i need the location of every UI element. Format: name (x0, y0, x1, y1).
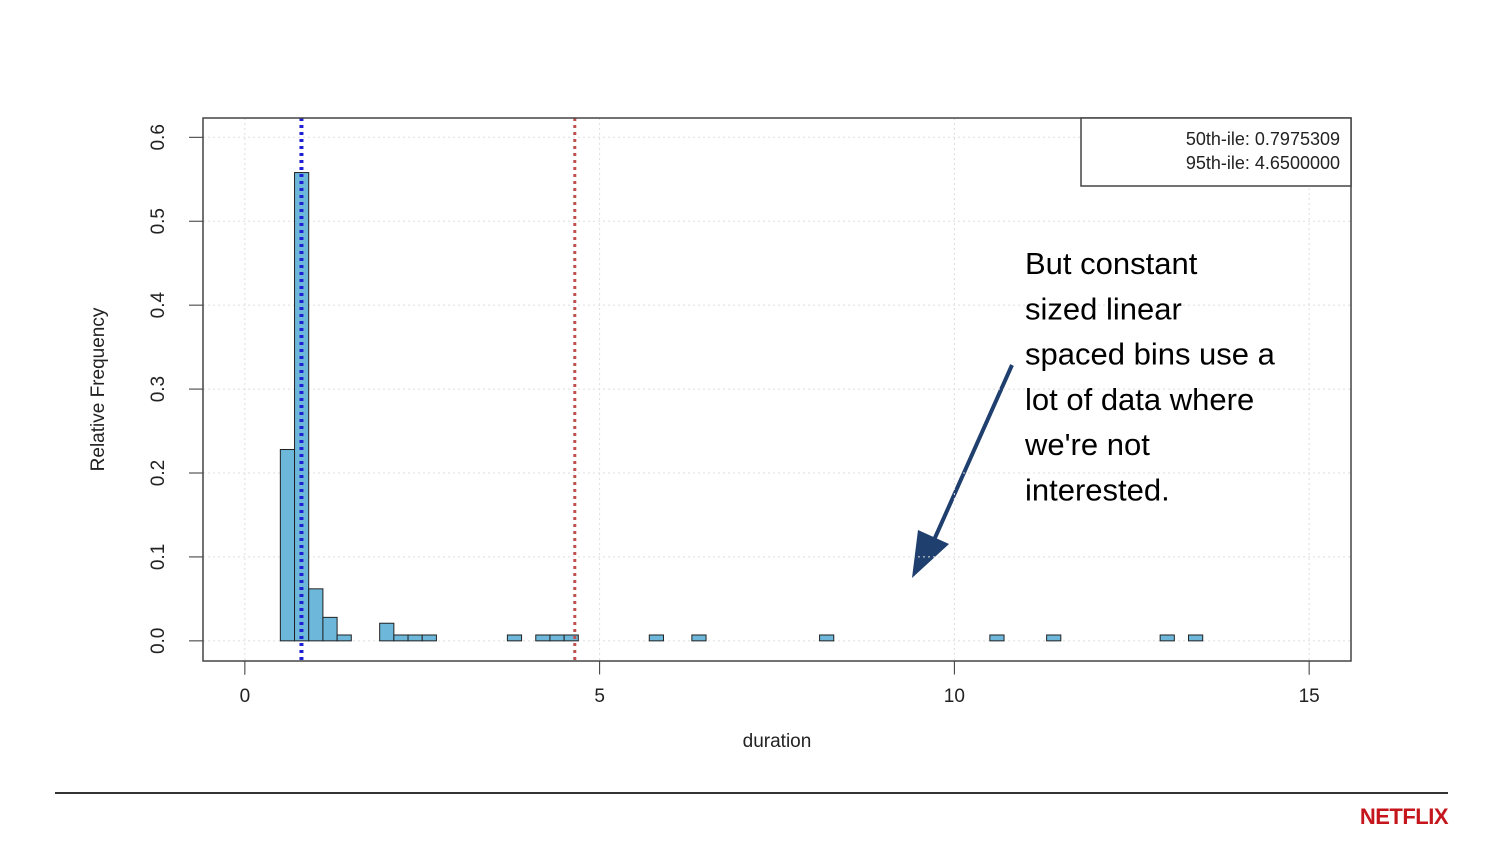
bar (1188, 634, 1204, 642)
annotation-line: lot of data where (1025, 382, 1254, 417)
y-axis-title: Relative Frequency (88, 307, 109, 471)
legend-entry: 95th-ile: 4.6500000 (1186, 153, 1340, 173)
x-tick-label: 5 (594, 686, 605, 707)
bar (549, 634, 565, 642)
bar (379, 622, 395, 642)
bar (648, 634, 664, 642)
bar (279, 449, 296, 642)
x-tick-label: 0 (240, 686, 251, 707)
bar (407, 634, 423, 642)
bar (989, 634, 1005, 642)
x-tick-label: 15 (1299, 686, 1320, 707)
y-tick-label: 0.4 (148, 292, 169, 319)
annotation-line: spaced bins use a (1025, 337, 1276, 372)
bar (819, 634, 835, 642)
annotation-line: But constant (1025, 246, 1198, 281)
annotation-line: interested. (1025, 473, 1170, 508)
y-tick-label: 0.6 (148, 124, 169, 150)
bar (308, 588, 324, 642)
bar (691, 634, 707, 642)
x-tick-label: 10 (944, 686, 965, 707)
bar (1046, 634, 1062, 642)
logo: NETFLIX (1360, 804, 1449, 829)
legend-entry: 50th-ile: 0.7975309 (1186, 129, 1340, 149)
y-tick-label: 0.1 (148, 544, 169, 570)
x-axis-title: duration (743, 731, 812, 752)
y-tick-label: 0.3 (148, 376, 169, 402)
y-tick-label: 0.2 (148, 460, 169, 486)
bar (1159, 634, 1175, 642)
y-tick-label: 0.5 (148, 208, 169, 234)
annotation-line: sized linear (1025, 291, 1182, 326)
bar (393, 634, 409, 642)
arrow-shaft (932, 364, 1014, 541)
bar (506, 634, 523, 642)
annotation-line: we're not (1024, 427, 1150, 462)
bar (322, 616, 338, 642)
y-tick-label: 0.0 (148, 628, 169, 654)
plot-frame (202, 117, 1352, 662)
bar (421, 634, 437, 642)
bar (336, 634, 352, 642)
bar (563, 634, 579, 642)
arrow-head (912, 530, 949, 578)
legend-box (1080, 117, 1352, 187)
bar (535, 634, 551, 642)
